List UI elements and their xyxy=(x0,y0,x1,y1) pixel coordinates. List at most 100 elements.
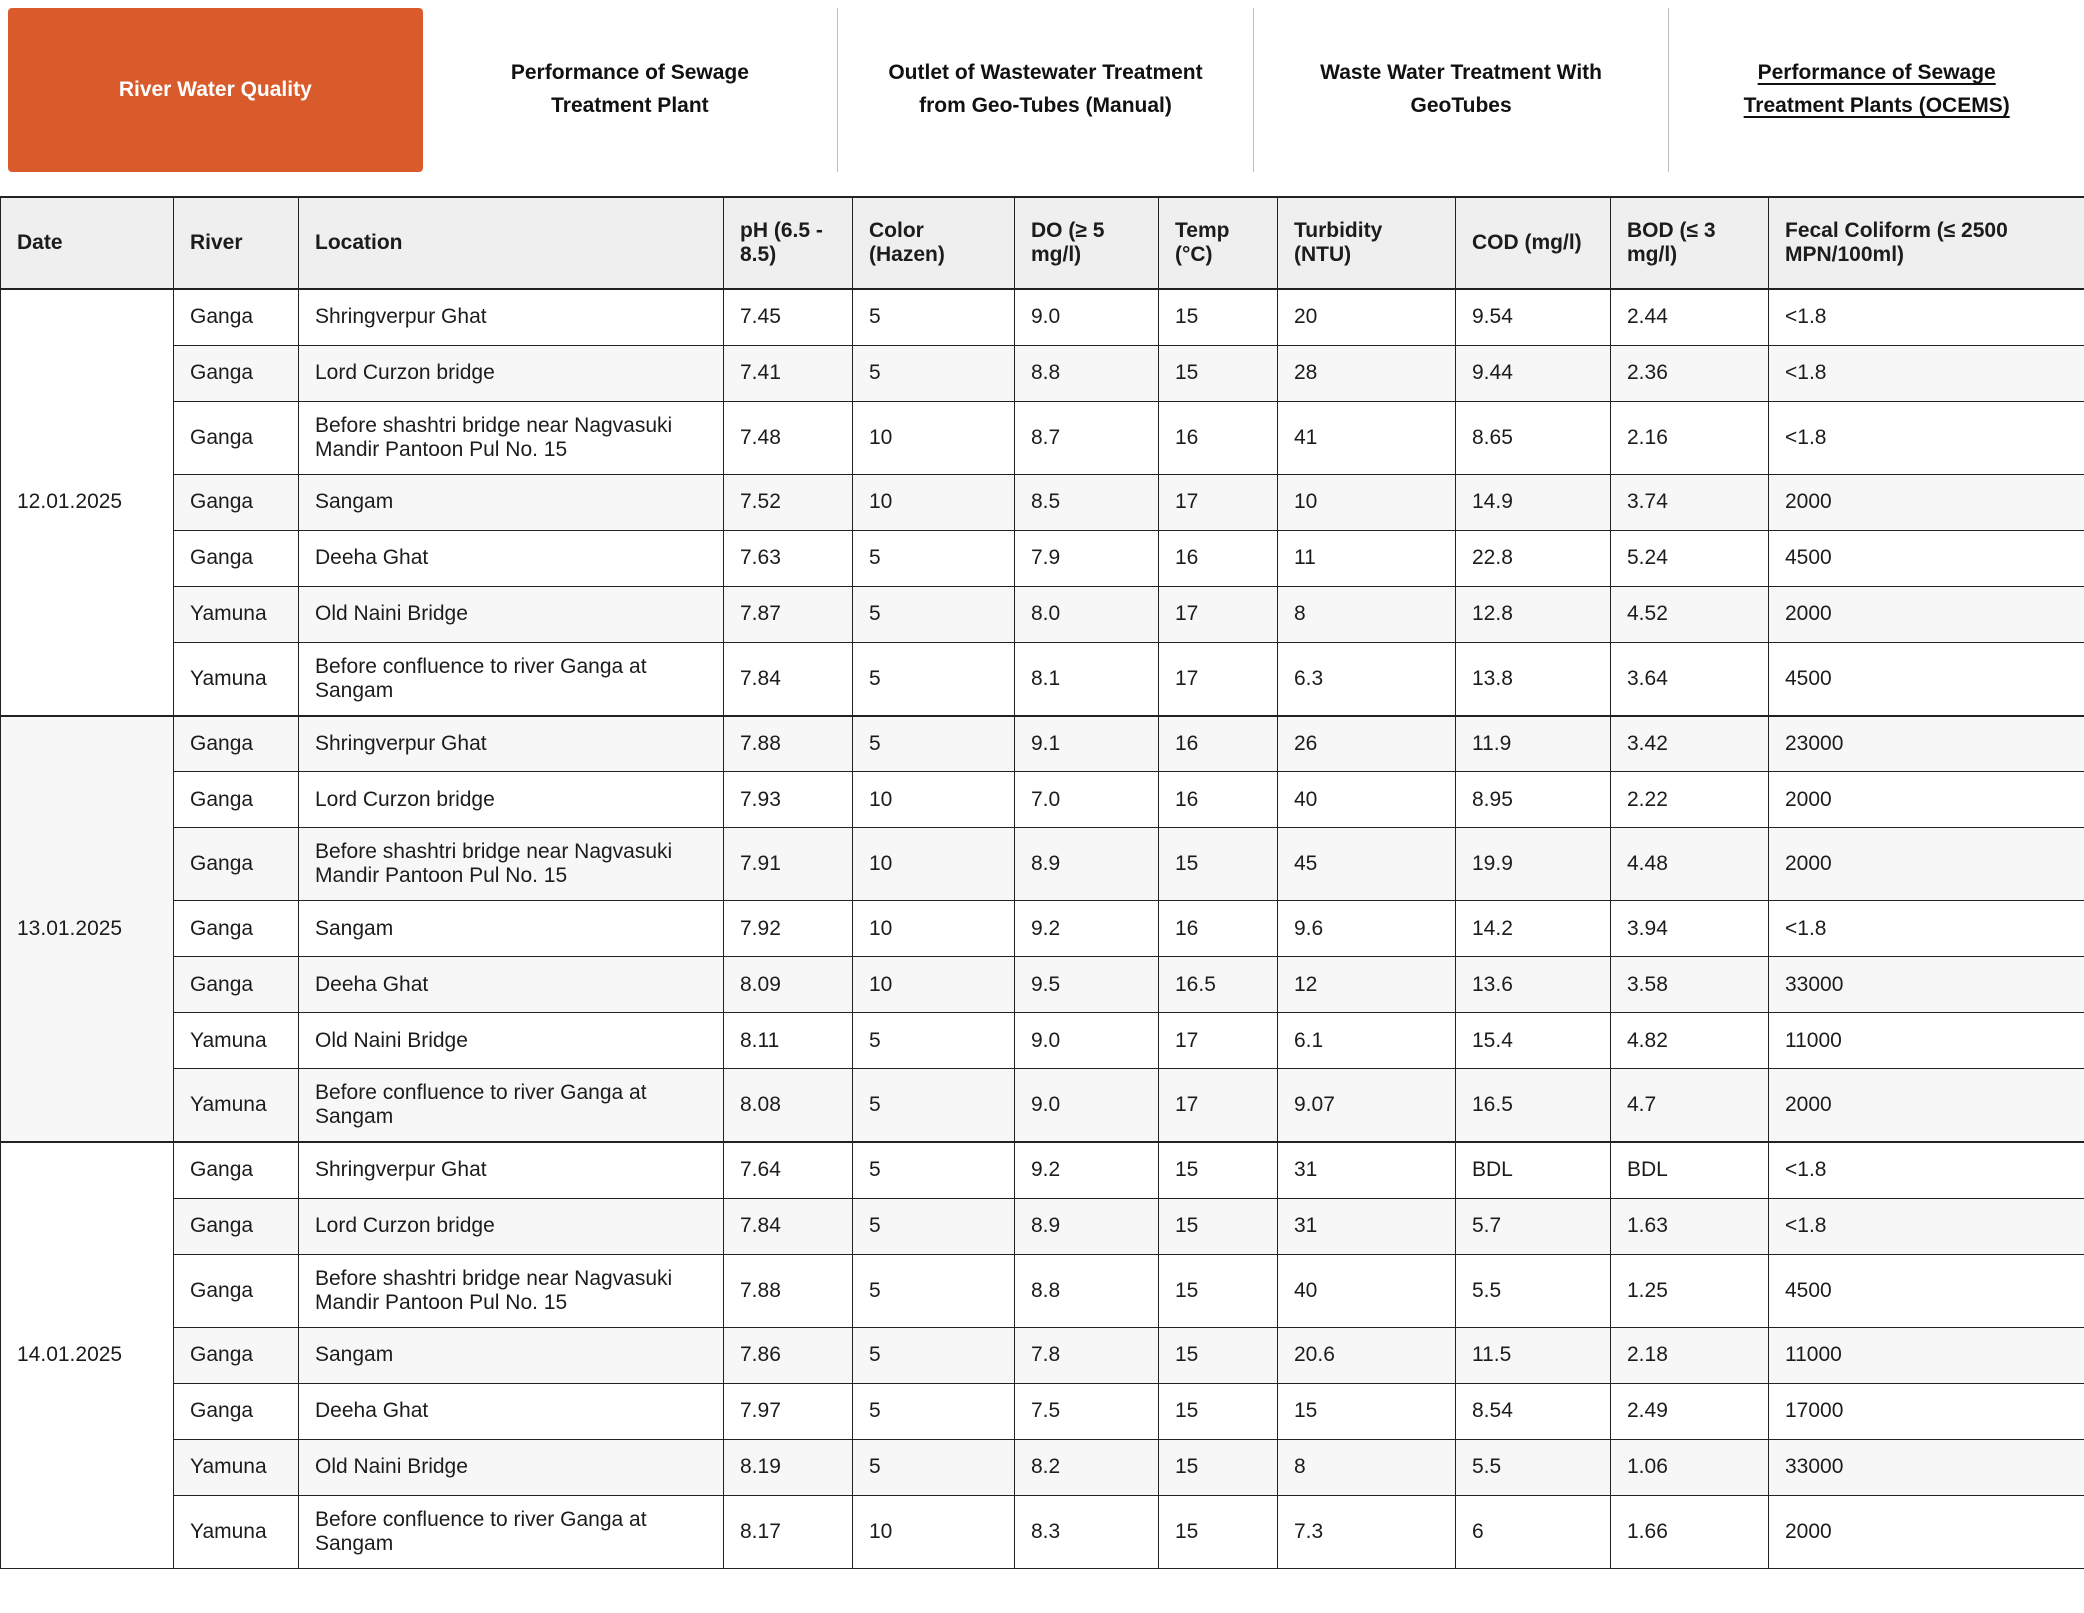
cell-bod: 2.49 xyxy=(1610,1382,1769,1440)
cell-turbidity: 40 xyxy=(1277,771,1456,828)
cell-do: 9.2 xyxy=(1014,1141,1159,1199)
cell-bod: 1.66 xyxy=(1610,1494,1769,1569)
cell-fecal-coliform: <1.8 xyxy=(1768,900,2084,957)
cell-river: Yamuna xyxy=(173,1438,299,1496)
cell-ph: 7.88 xyxy=(723,714,853,772)
cell-fecal-coliform: 4500 xyxy=(1768,641,2084,716)
cell-color: 5 xyxy=(852,1326,1015,1384)
cell-cod: 5.7 xyxy=(1455,1197,1611,1255)
cell-ph: 7.97 xyxy=(723,1382,853,1440)
cell-do: 8.0 xyxy=(1014,585,1159,643)
cell-fecal-coliform: 2000 xyxy=(1768,585,2084,643)
cell-fecal-coliform: 4500 xyxy=(1768,529,2084,587)
cell-river: Ganga xyxy=(173,714,299,772)
cell-location: Before shashtri bridge near Nagvasuki Ma… xyxy=(298,400,724,475)
cell-cod: 8.95 xyxy=(1455,771,1611,828)
cell-fecal-coliform: 2000 xyxy=(1768,1068,2084,1143)
cell-ph: 7.41 xyxy=(723,344,853,402)
cell-bod: 3.94 xyxy=(1610,900,1769,957)
tab-performance-sewage-treatment-plants-ocems[interactable]: Performance of Sewage Treatment Plants (… xyxy=(1668,8,2084,172)
water-quality-table: Date River Location pH (6.5 - 8.5) Color… xyxy=(0,196,2084,1569)
cell-bod: 3.64 xyxy=(1610,641,1769,716)
cell-turbidity: 12 xyxy=(1277,956,1456,1013)
cell-do: 8.3 xyxy=(1014,1494,1159,1569)
cell-do: 7.5 xyxy=(1014,1382,1159,1440)
cell-bod: 2.36 xyxy=(1610,344,1769,402)
table-row: Yamuna Before confluence to river Ganga a… xyxy=(1,1494,2084,1569)
cell-temp: 15 xyxy=(1158,1382,1278,1440)
table-row: Ganga Before shashtri bridge near Nagvasu… xyxy=(1,827,2084,901)
cell-location: Old Naini Bridge xyxy=(298,1438,724,1496)
cell-color: 10 xyxy=(852,400,1015,475)
cell-river: Ganga xyxy=(173,771,299,828)
cell-location: Lord Curzon bridge xyxy=(298,1197,724,1255)
cell-location: Old Naini Bridge xyxy=(298,1012,724,1069)
cell-bod: 2.18 xyxy=(1610,1326,1769,1384)
cell-river: Ganga xyxy=(173,956,299,1013)
cell-river: Yamuna xyxy=(173,641,299,716)
cell-turbidity: 26 xyxy=(1277,714,1456,772)
cell-river: Yamuna xyxy=(173,1012,299,1069)
cell-turbidity: 15 xyxy=(1277,1382,1456,1440)
cell-fecal-coliform: 33000 xyxy=(1768,1438,2084,1496)
cell-river: Ganga xyxy=(173,529,299,587)
cell-cod: 5.5 xyxy=(1455,1253,1611,1328)
cell-color: 5 xyxy=(852,1253,1015,1328)
cell-river: Ganga xyxy=(173,344,299,402)
cell-temp: 17 xyxy=(1158,585,1278,643)
tab-river-water-quality[interactable]: River Water Quality xyxy=(8,8,423,172)
cell-do: 8.8 xyxy=(1014,1253,1159,1328)
cell-fecal-coliform: 4500 xyxy=(1768,1253,2084,1328)
tab-label: Waste Water Treatment With GeoTubes xyxy=(1320,61,1602,117)
cell-location: Lord Curzon bridge xyxy=(298,771,724,828)
cell-turbidity: 45 xyxy=(1277,827,1456,901)
cell-cod: BDL xyxy=(1455,1141,1611,1199)
cell-river: Ganga xyxy=(173,1326,299,1384)
cell-color: 10 xyxy=(852,1494,1015,1569)
cell-do: 8.7 xyxy=(1014,400,1159,475)
table-row: Ganga Deeha Ghat 7.97 5 7.5 15 15 8.54 2.49 17000 xyxy=(1,1382,2084,1440)
cell-bod: 3.58 xyxy=(1610,956,1769,1013)
tab-waste-water-treatment-geotubes[interactable]: Waste Water Treatment With GeoTubes xyxy=(1252,8,1669,172)
cell-river: Ganga xyxy=(173,1382,299,1440)
cell-cod: 15.4 xyxy=(1455,1012,1611,1069)
table-row: Yamuna Old Naini Bridge 8.19 5 8.2 15 8 5.5 1.06… xyxy=(1,1438,2084,1496)
tab-outlet-wastewater-geo-tubes-manual[interactable]: Outlet of Wastewater Treatment from Geo-… xyxy=(837,8,1253,172)
cell-bod: 4.82 xyxy=(1610,1012,1769,1069)
cell-cod: 13.6 xyxy=(1455,956,1611,1013)
cell-cod: 22.8 xyxy=(1455,529,1611,587)
cell-location: Before shashtri bridge near Nagvasuki Ma… xyxy=(298,827,724,901)
cell-cod: 11.9 xyxy=(1455,714,1611,772)
cell-do: 7.8 xyxy=(1014,1326,1159,1384)
cell-temp: 17 xyxy=(1158,473,1278,531)
cell-temp: 15 xyxy=(1158,1197,1278,1255)
table-row: Ganga Lord Curzon bridge 7.93 10 7.0 16 40 8.95… xyxy=(1,771,2084,828)
cell-location: Deeha Ghat xyxy=(298,529,724,587)
cell-color: 5 xyxy=(852,1197,1015,1255)
cell-location: Before confluence to river Ganga at Sang… xyxy=(298,641,724,716)
cell-turbidity: 11 xyxy=(1277,529,1456,587)
table-row: 12.01.2025 Ganga Shringverpur Ghat 7.45 5 9.0… xyxy=(0,288,2084,716)
cell-fecal-coliform: <1.8 xyxy=(1768,1141,2084,1199)
cell-ph: 8.09 xyxy=(723,956,853,1013)
cell-cod: 14.2 xyxy=(1455,900,1611,957)
cell-do: 9.2 xyxy=(1014,900,1159,957)
cell-color: 5 xyxy=(852,714,1015,772)
cell-turbidity: 40 xyxy=(1277,1253,1456,1328)
cell-river: Ganga xyxy=(173,827,299,901)
tab-bar: River Water Quality Performance of Sewag… xyxy=(0,0,2084,172)
cell-temp: 16.5 xyxy=(1158,956,1278,1013)
table-row: Ganga Deeha Ghat 7.63 5 7.9 16 11 22.8 5.24 4500 xyxy=(1,529,2084,587)
cell-fecal-coliform: 23000 xyxy=(1768,714,2084,772)
cell-location: Before shashtri bridge near Nagvasuki Ma… xyxy=(298,1253,724,1328)
cell-ph: 7.52 xyxy=(723,473,853,531)
cell-turbidity: 9.07 xyxy=(1277,1068,1456,1143)
cell-temp: 17 xyxy=(1158,1068,1278,1143)
cell-temp: 17 xyxy=(1158,641,1278,716)
cell-location: Sangam xyxy=(298,900,724,957)
cell-turbidity: 31 xyxy=(1277,1197,1456,1255)
cell-do: 8.1 xyxy=(1014,641,1159,716)
cell-temp: 15 xyxy=(1158,288,1278,346)
tab-performance-sewage-treatment-plant[interactable]: Performance of Sewage Treatment Plant xyxy=(423,8,838,172)
col-header-bod: BOD (≤ 3 mg/l) xyxy=(1610,196,1769,290)
